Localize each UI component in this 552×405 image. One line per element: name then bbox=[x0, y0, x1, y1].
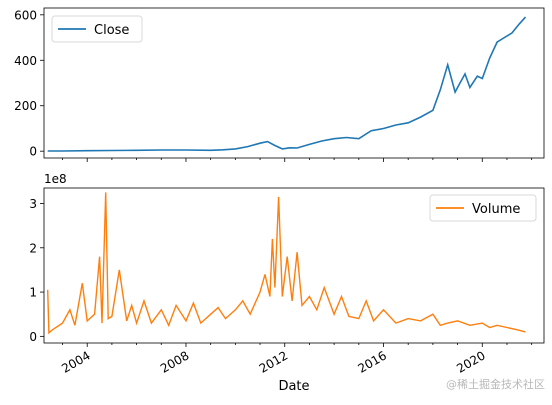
close-y-tick-label: 200 bbox=[14, 99, 37, 113]
x-tick-label: 2004 bbox=[59, 348, 92, 375]
close-x-ticks bbox=[62, 158, 533, 162]
volume-panel: 1e8 0 1 2 3 2004 2008 2012 2016 2020 Volume bbox=[29, 172, 545, 376]
volume-y-tick-label: 3 bbox=[29, 197, 37, 211]
watermark: @稀土掘金技术社区 bbox=[446, 377, 545, 391]
volume-y-tick-label: 0 bbox=[29, 330, 37, 344]
close-y-tick-label: 0 bbox=[29, 145, 37, 159]
close-series-line bbox=[47, 16, 527, 152]
volume-x-ticks: 2004 2008 2012 2016 2020 bbox=[59, 343, 533, 376]
volume-legend: Volume bbox=[429, 194, 537, 222]
volume-y-tick-label: 2 bbox=[29, 241, 37, 255]
volume-y-ticks: 0 1 2 3 bbox=[29, 197, 44, 344]
close-y-tick-label: 600 bbox=[14, 8, 37, 22]
volume-legend-label: Volume bbox=[472, 202, 520, 217]
volume-offset-text: 1e8 bbox=[44, 172, 67, 186]
close-legend: Close bbox=[51, 15, 143, 43]
volume-series-line bbox=[47, 192, 526, 335]
x-axis-label: Date bbox=[278, 379, 309, 394]
volume-y-tick-label: 1 bbox=[29, 286, 37, 300]
x-tick-label: 2008 bbox=[158, 348, 191, 375]
close-panel: 0 200 400 600 Close bbox=[14, 7, 545, 162]
close-legend-label: Close bbox=[94, 23, 129, 38]
close-y-tick-label: 400 bbox=[14, 54, 37, 68]
x-tick-label: 2020 bbox=[454, 348, 487, 375]
x-tick-label: 2016 bbox=[356, 348, 389, 375]
x-tick-label: 2012 bbox=[257, 348, 290, 375]
close-y-ticks: 0 200 400 600 bbox=[14, 8, 44, 159]
volume-legend-box bbox=[429, 194, 537, 222]
close-legend-box bbox=[51, 15, 143, 43]
